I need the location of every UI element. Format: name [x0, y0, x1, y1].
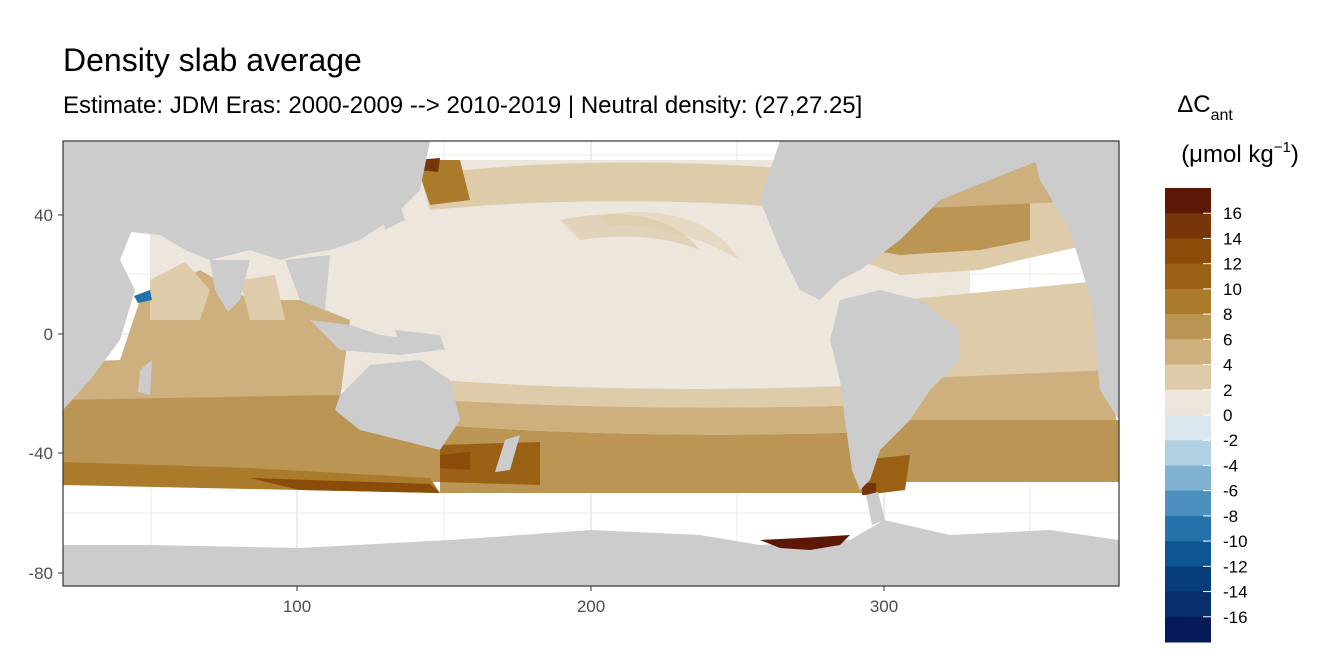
legend-label: 16	[1223, 204, 1242, 223]
legend-title-sub: ant	[1211, 107, 1234, 124]
legend-label: -12	[1223, 557, 1248, 576]
japan	[380, 205, 405, 230]
legend-unit-exp: −1	[1274, 139, 1291, 156]
amundsen-shelf	[760, 535, 850, 550]
y-tick-label: 40	[34, 206, 53, 225]
legend-label: -8	[1223, 507, 1238, 526]
legend-swatch	[1165, 389, 1211, 416]
legend-title: ΔCant	[1177, 91, 1233, 124]
x-tick-label: 100	[283, 597, 311, 616]
y-tick-labels: 40 0 -40 -80	[28, 206, 53, 583]
land	[63, 141, 1119, 586]
bay-of-bengal	[240, 275, 285, 320]
legend-swatch	[1165, 415, 1211, 441]
legend-label: -16	[1223, 608, 1248, 627]
legend-swatch	[1165, 541, 1211, 567]
south-pacific-band-1	[440, 380, 870, 408]
pacific-swirl	[560, 214, 700, 250]
legend-swatch	[1165, 288, 1211, 315]
legend-swatch	[1165, 566, 1211, 593]
x-tick-label: 200	[577, 597, 605, 616]
antarctica	[63, 520, 1119, 586]
y-ticks	[58, 214, 63, 574]
drake-dark-spot	[862, 483, 876, 495]
legend-swatch	[1165, 440, 1211, 466]
legend-swatch	[1165, 339, 1211, 366]
map-layers	[63, 141, 1119, 586]
chart-title: Density slab average	[63, 42, 362, 78]
madagascar	[138, 360, 152, 395]
y-tick-label: -40	[28, 444, 53, 463]
legend-swatch	[1165, 490, 1211, 517]
pacific-swirl-2	[600, 212, 740, 260]
legend-label: 6	[1223, 330, 1232, 349]
north-pacific-north	[420, 162, 870, 215]
legend-labels: 16 14 12 10 8 6 4 2 0 -2 -4 -6 -8 -10 -12 -14 -16	[1223, 204, 1248, 627]
legend-label: -10	[1223, 532, 1248, 551]
legend-label: -14	[1223, 583, 1248, 602]
legend-unit-prefix: (μmol kg	[1181, 141, 1274, 168]
south-pacific-band-2	[440, 400, 870, 435]
southern-ocean-darker	[250, 478, 440, 493]
chart-subtitle: Estimate: JDM Eras: 2000-2009 --> 2010-2…	[63, 92, 863, 119]
legend-label: 2	[1223, 381, 1232, 400]
south-atlantic-deep	[880, 420, 1119, 480]
x-ticks	[296, 586, 885, 591]
legend-swatch	[1165, 515, 1211, 542]
y-tick-label: 0	[44, 325, 53, 344]
legend-unit-suffix: )	[1291, 141, 1299, 168]
south-america	[830, 290, 960, 490]
north-america	[760, 141, 1050, 300]
legend-swatch	[1165, 188, 1211, 214]
arabian-sea	[150, 262, 210, 320]
tasman-darker	[440, 452, 470, 470]
legend-swatch	[1165, 616, 1211, 643]
legend-swatch	[1165, 263, 1211, 290]
legend-label: -2	[1223, 431, 1238, 450]
legend-title-main: ΔC	[1177, 91, 1210, 118]
legend-label: -6	[1223, 482, 1238, 501]
legend-unit: (μmol kg−1)	[1181, 139, 1299, 168]
arabian-sea-blue	[134, 290, 152, 303]
legend-swatch	[1165, 591, 1211, 618]
legend-label: 14	[1223, 229, 1242, 248]
legend: ΔCant (μmol kg−1) 16 14 12 10 8 6 4 2 0 -2 -4 -6 -8 -…	[1165, 91, 1299, 643]
new-guinea	[395, 330, 445, 350]
antarctic-peninsula	[866, 492, 885, 525]
australia	[335, 360, 460, 450]
legend-label: 4	[1223, 356, 1232, 375]
indonesia	[310, 320, 440, 355]
legend-swatch	[1165, 364, 1211, 391]
legend-label: 0	[1223, 406, 1232, 425]
legend-label: 12	[1223, 255, 1242, 274]
y-tick-label: -80	[28, 564, 53, 583]
legend-label: -4	[1223, 456, 1238, 475]
x-tick-labels: 100 200 300	[283, 597, 898, 616]
legend-swatch	[1165, 314, 1211, 340]
legend-swatch	[1165, 213, 1211, 239]
new-zealand	[495, 435, 520, 472]
x-tick-label: 300	[870, 597, 898, 616]
eurasia	[63, 141, 430, 260]
sea-of-okhotsk	[415, 160, 470, 205]
india	[210, 260, 250, 312]
legend-label: 10	[1223, 280, 1242, 299]
legend-swatch	[1165, 238, 1211, 265]
legend-swatches	[1165, 188, 1211, 643]
legend-label: 8	[1223, 305, 1232, 324]
africa-east	[1090, 280, 1119, 420]
indochina	[285, 255, 330, 310]
legend-swatch	[1165, 465, 1211, 492]
